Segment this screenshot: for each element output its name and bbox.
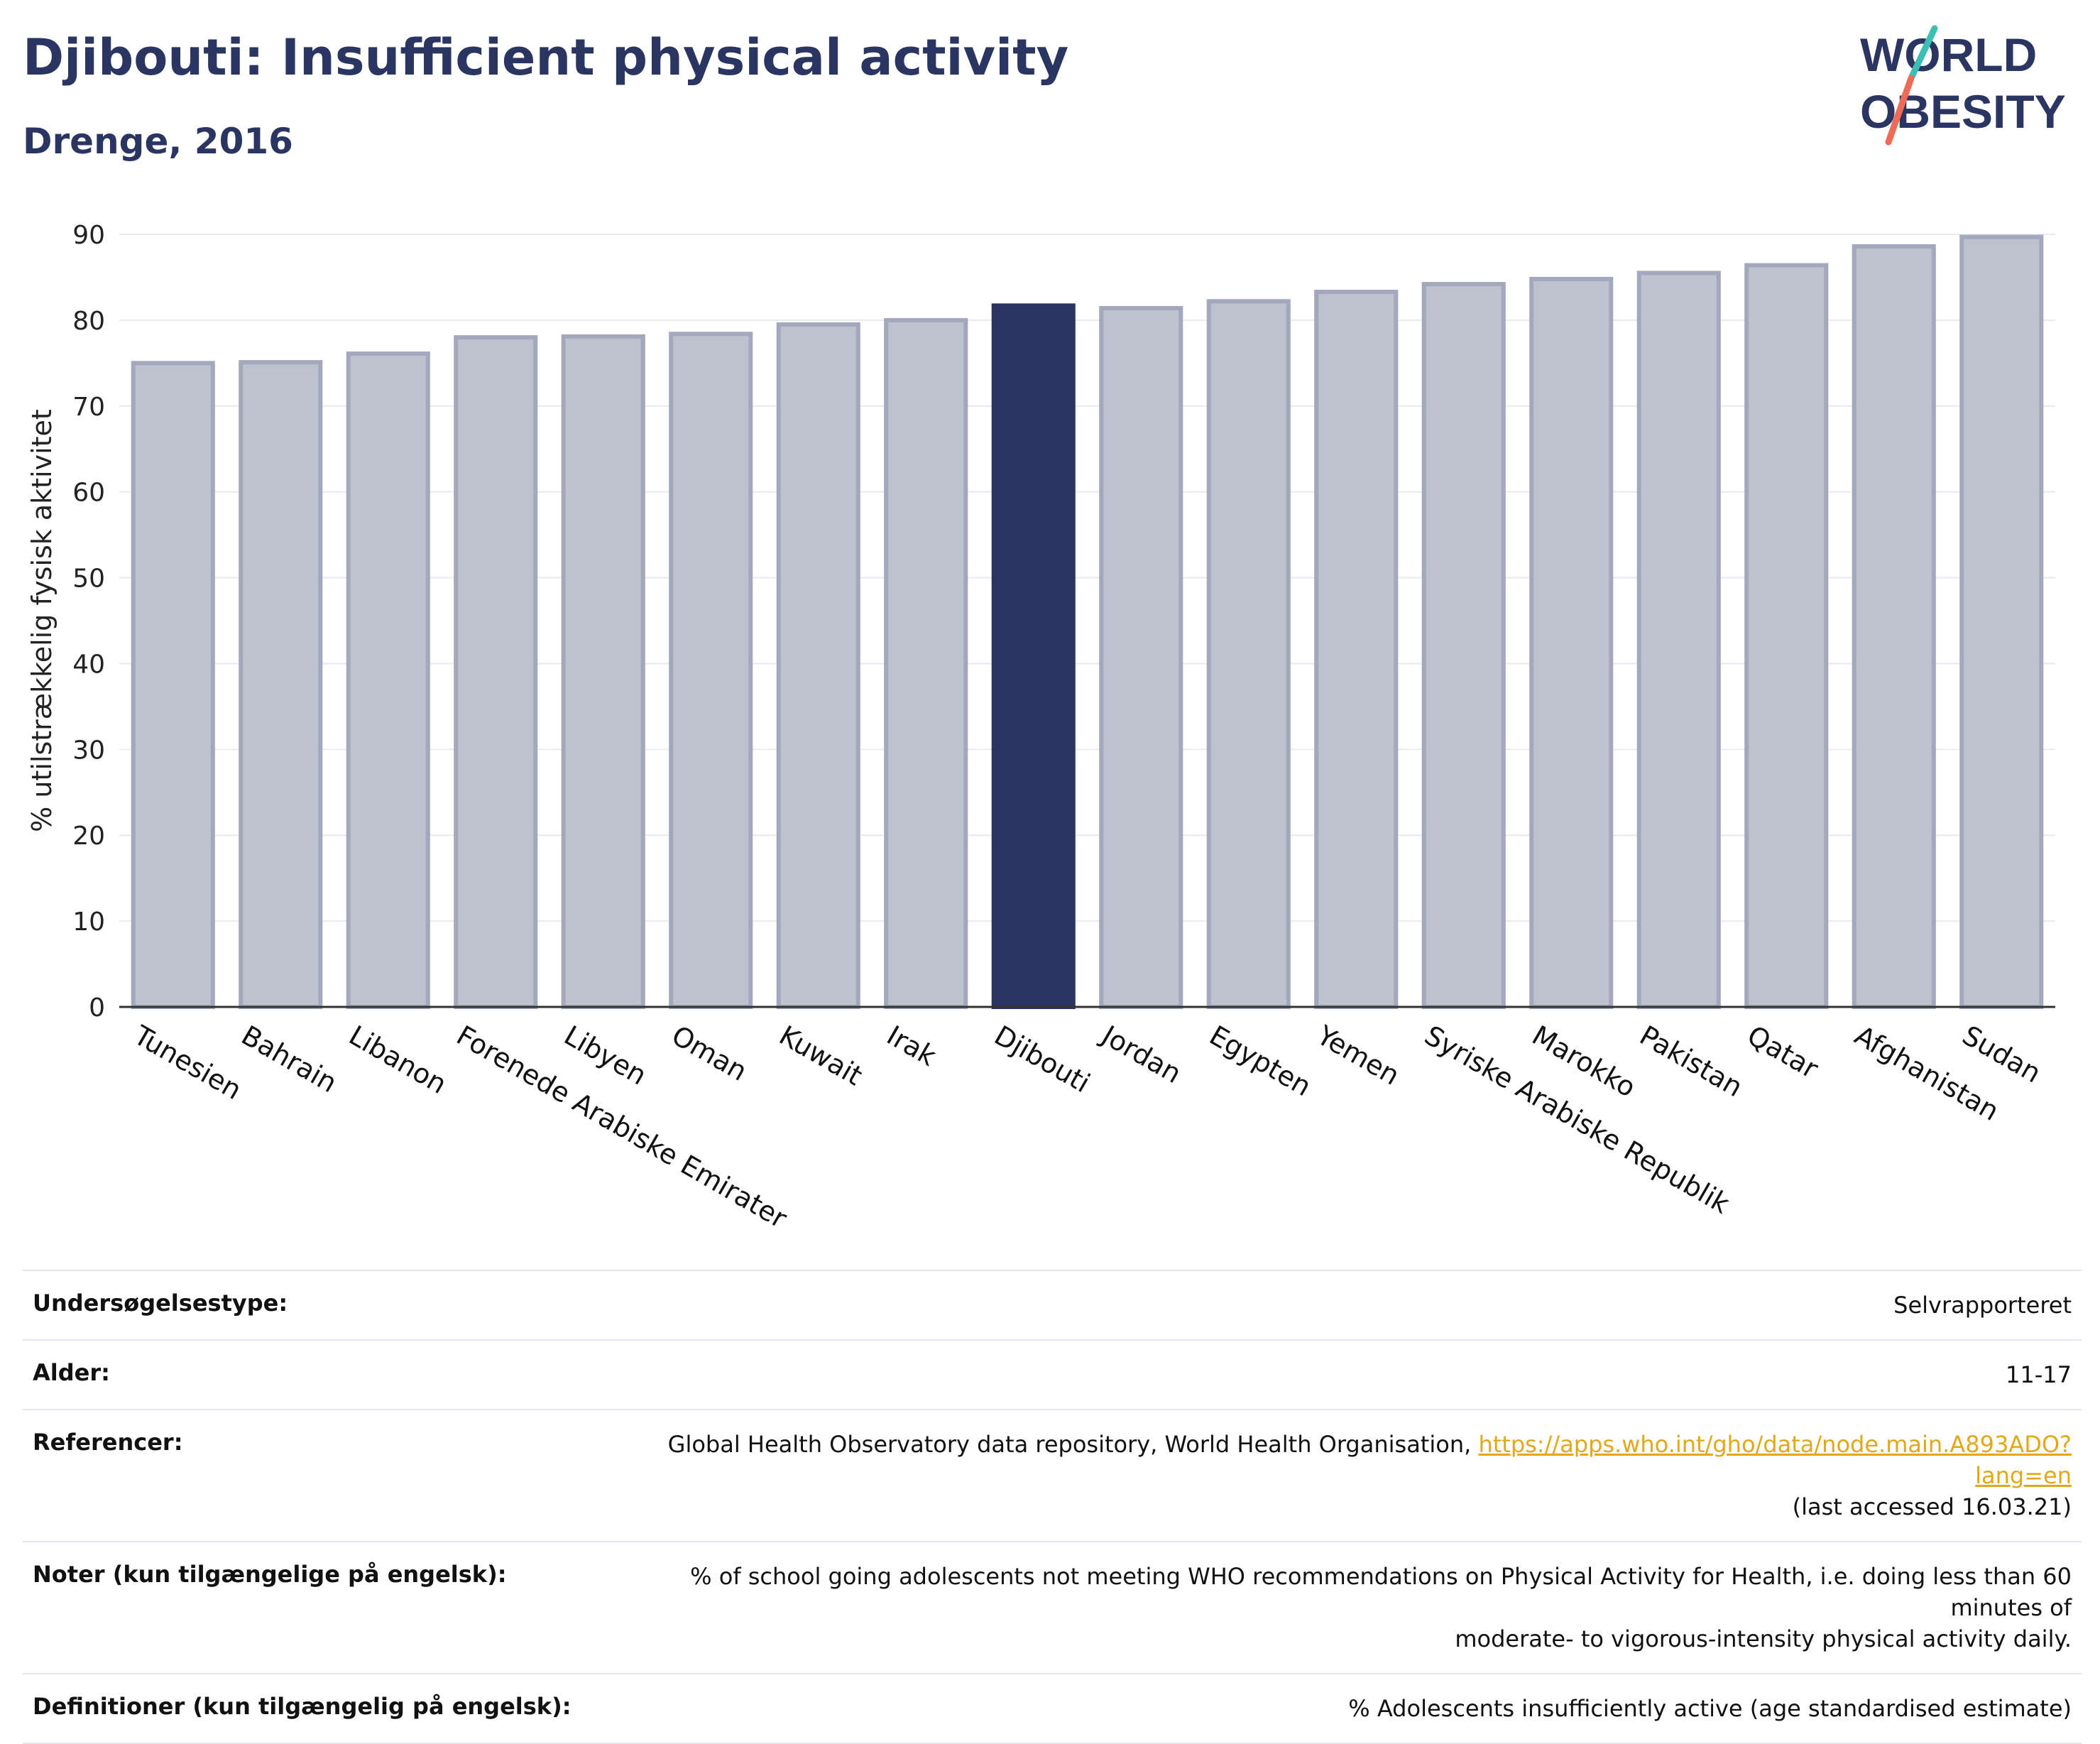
info-value: Selvrapporteret	[581, 1270, 2082, 1340]
info-value: % Adolescents insufficiently active (age…	[581, 1673, 2082, 1744]
y-tick-label: 30	[72, 736, 105, 765]
y-tick-label: 80	[72, 307, 105, 336]
info-row-survey-type: Undersøgelsestype: Selvrapporteret	[23, 1270, 2082, 1340]
page-subtitle: Drenge, 2016	[23, 121, 293, 162]
y-tick-label: 50	[72, 565, 105, 594]
y-tick-label: 60	[72, 479, 105, 508]
info-row-age: Alder: 11-17	[23, 1339, 2082, 1410]
x-tick-label: Libanon	[344, 1020, 452, 1100]
info-label: Noter (kun tilgængelige på engelsk):	[23, 1541, 581, 1674]
info-value-secondary: moderate- to vigorous-intensity physical…	[1455, 1625, 2072, 1652]
info-row-definitions: Definitioner (kun tilgængelig på engelsk…	[23, 1673, 2082, 1744]
logo-line1: WORLD	[1860, 28, 2037, 81]
bar	[239, 360, 323, 1009]
bar	[346, 351, 430, 1009]
y-tick-label: 40	[72, 650, 105, 679]
bar	[1852, 244, 1936, 1010]
world-obesity-logo: WORLD OBESITY	[1860, 25, 2066, 146]
bar	[454, 335, 538, 1010]
bar	[1636, 271, 1721, 1009]
info-label: Undersøgelsestype:	[23, 1270, 581, 1340]
bar	[1744, 263, 1829, 1009]
x-tick-label: Kuwait	[774, 1020, 868, 1092]
info-row-notes: Noter (kun tilgængelige på engelsk): % o…	[23, 1541, 2082, 1674]
x-tick-label: Yemen	[1311, 1019, 1405, 1091]
info-table: Undersøgelsestype: Selvrapporteret Alder…	[23, 1270, 2082, 1744]
info-value-secondary: (last accessed 16.03.21)	[1792, 1493, 2072, 1520]
bar	[1206, 299, 1291, 1009]
info-value: 11-17	[581, 1339, 2082, 1410]
reference-link[interactable]: https://apps.who.int/gho/data/node.main.…	[1478, 1431, 2072, 1489]
bar	[1314, 289, 1399, 1010]
bar	[1529, 276, 1614, 1010]
info-value: % of school going adolescents not meetin…	[690, 1563, 2072, 1621]
x-tick-label: Irak	[882, 1020, 941, 1072]
y-tick-label: 10	[72, 908, 105, 937]
bar-highlighted	[991, 303, 1076, 1010]
x-tick-label: Bahrain	[236, 1020, 342, 1099]
x-tick-label: Tunesien	[128, 1019, 246, 1106]
y-tick-label: 20	[72, 822, 105, 851]
x-tick-label: Qatar	[1742, 1020, 1824, 1085]
x-tick-label: Oman	[667, 1020, 753, 1087]
info-label: Referencer:	[23, 1409, 581, 1542]
x-tick-label: Djibouti	[989, 1020, 1095, 1099]
page-title: Djibouti: Insufficient physical activity	[23, 28, 1069, 87]
info-row-references: Referencer: Global Health Observatory da…	[23, 1409, 2082, 1542]
bar	[1099, 305, 1183, 1010]
y-axis-title: % utilstrækkelig fysisk aktivitet	[26, 409, 58, 832]
x-tick-label: Egypten	[1204, 1020, 1316, 1103]
bar	[1959, 234, 2044, 1009]
bar	[884, 317, 968, 1009]
info-label: Alder:	[23, 1339, 581, 1410]
y-tick-label: 70	[72, 393, 105, 422]
bar	[1421, 282, 1506, 1010]
y-tick-label: 90	[72, 221, 105, 250]
bar	[776, 322, 860, 1009]
x-tick-label: Pakistan	[1634, 1020, 1748, 1103]
logo-coral-slash	[1885, 75, 1915, 146]
y-tick-label: 0	[89, 993, 105, 1023]
bar	[669, 332, 753, 1009]
bar	[131, 361, 215, 1010]
info-label: Definitioner (kun tilgængelig på engelsk…	[23, 1673, 581, 1744]
x-tick-label: Sudan	[1957, 1020, 2047, 1089]
x-tick-label: Jordan	[1095, 1019, 1186, 1090]
logo-teal-slash	[1908, 25, 1938, 82]
bar	[561, 334, 645, 1009]
info-value: Global Health Observatory data repositor…	[667, 1431, 1472, 1458]
bar-chart: 0 10 20 30 40 50 60 70 80 90 % utilstrækkelig fysi…	[26, 221, 2055, 1234]
